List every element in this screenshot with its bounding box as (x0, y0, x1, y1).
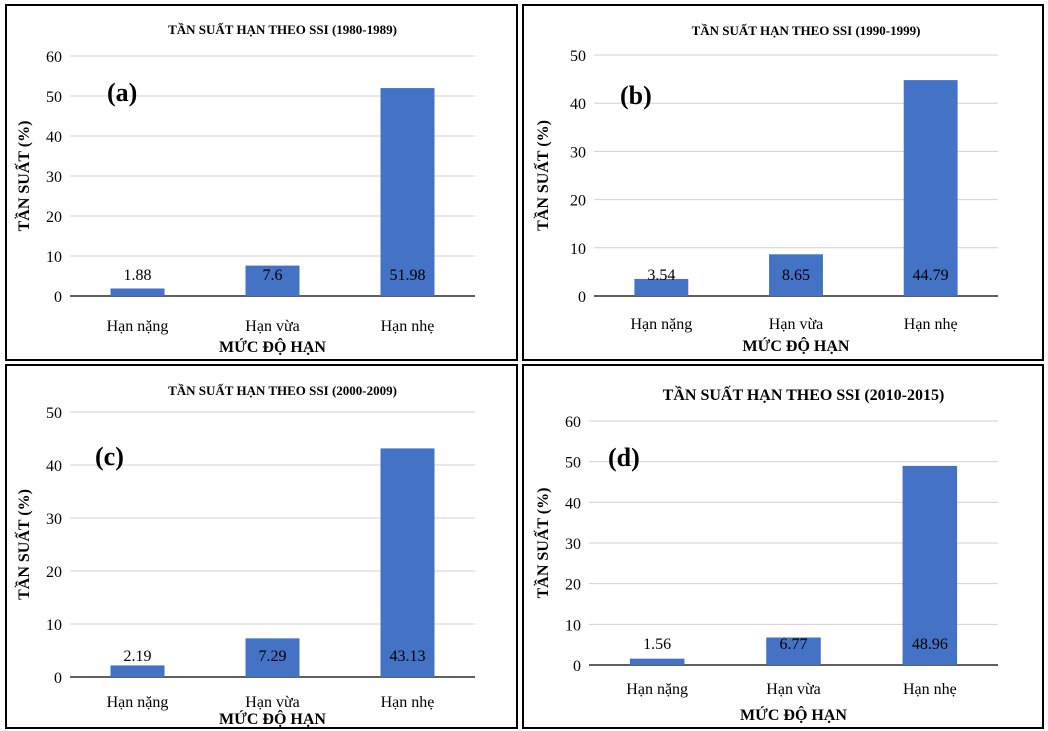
bar-value-label: 1.56 (643, 636, 671, 653)
y-tick-label: 30 (570, 144, 586, 161)
bar-1 (110, 288, 165, 296)
y-tick-label: 30 (46, 169, 62, 186)
category-label: Hạn vừa (245, 318, 299, 335)
bar-2 (766, 637, 821, 665)
bar-value-label: 1.88 (124, 267, 152, 284)
y-axis-title: TẦN SUẤT (%) (533, 488, 552, 599)
chart-c-svg: TẦN SUẤT HẠN THEO SSI (2000-2009) 0 10 20 30… (14, 383, 475, 727)
chart-panel-b: TẦN SUẤT HẠN THEO SSI (1990-1999) 0 10 20 30… (522, 4, 1044, 361)
y-tick-label: 20 (46, 564, 62, 581)
chart-title: TẦN SUẤT HẠN THEO SSI (2000-2009) (168, 383, 397, 398)
bar-value-label: 48.96 (912, 636, 948, 653)
y-tick-label: 50 (570, 48, 586, 65)
bar-1 (634, 278, 689, 296)
y-tick-label: 60 (565, 414, 581, 431)
bar-2 (769, 254, 823, 296)
bar-value-label: 2.19 (124, 648, 152, 665)
category-label: Hạn nặng (630, 316, 692, 333)
chart-b-svg: TẦN SUẤT HẠN THEO SSI (1990-1999) 0 10 20 30… (533, 23, 998, 355)
y-tick-label: 20 (46, 209, 62, 226)
bar-1 (629, 658, 685, 665)
bar-3 (903, 80, 958, 296)
bar-2 (245, 265, 300, 296)
bar-3 (380, 88, 435, 296)
y-tick-label: 20 (570, 193, 586, 210)
y-tick-label: 10 (46, 249, 62, 266)
panel-label: (d) (608, 443, 640, 472)
panel-label: (a) (107, 78, 137, 107)
chart-title: TẦN SUẤT HẠN THEO SSI (1980-1989) (168, 22, 397, 37)
y-tick-label: 0 (54, 670, 62, 687)
bar-3 (380, 448, 435, 677)
y-tick-label: 20 (565, 577, 581, 594)
y-tick-label: 40 (570, 96, 586, 113)
y-axis-title: TẦN SUẤT (%) (14, 121, 33, 232)
y-tick-label: 40 (46, 458, 62, 475)
bar-value-label: 8.65 (782, 267, 810, 284)
category-label: Hạn nhẹ (903, 681, 957, 698)
y-tick-label: 30 (46, 511, 62, 528)
y-axis-title: TẦN SUẤT (%) (533, 120, 552, 231)
x-axis-title: MỨC ĐỘ HẠN (219, 709, 326, 727)
chart-a-svg: TẦN SUẤT HẠN THEO SSI (1980-1989) 0 10 20 30… (14, 22, 475, 356)
bar-value-label: 7.29 (259, 648, 287, 665)
category-label: Hạn nhẹ (381, 694, 435, 711)
y-tick-label: 10 (46, 617, 62, 634)
y-tick-label: 10 (570, 241, 586, 258)
category-label: Hạn nhẹ (904, 316, 958, 333)
chart-panel-d: TẦN SUẤT HẠN THEO SSI (2010-2015) 0 10 20 30… (522, 364, 1044, 729)
y-tick-label: 0 (578, 289, 586, 306)
category-label: Hạn nặng (107, 318, 169, 335)
y-tick-label: 40 (46, 129, 62, 146)
y-tick-label: 50 (46, 405, 62, 422)
bar-1 (110, 665, 165, 677)
x-axis-title: MỨC ĐỘ HẠN (743, 336, 850, 355)
panel-label: (b) (620, 81, 652, 110)
y-axis-title: TẦN SUẤT (%) (14, 489, 33, 600)
bar-value-label: 7.6 (263, 267, 283, 284)
category-label: Hạn nặng (626, 681, 688, 698)
y-tick-label: 0 (54, 289, 62, 306)
x-axis-title: MỨC ĐỘ HẠN (219, 337, 326, 356)
y-tick-label: 60 (46, 49, 62, 66)
chart-panel-a: TẦN SUẤT HẠN THEO SSI (1980-1989) 0 10 20 30… (5, 4, 518, 361)
y-tick-label: 30 (565, 536, 581, 553)
y-tick-label: 50 (565, 455, 581, 472)
x-axis-title: MỨC ĐỘ HẠN (740, 705, 847, 724)
category-label: Hạn vừa (769, 316, 823, 333)
chart-d-svg: TẦN SUẤT HẠN THEO SSI (2010-2015) 0 10 20 30… (533, 385, 998, 724)
bar-2 (245, 638, 300, 677)
bar-value-label: 43.13 (390, 648, 426, 665)
category-label: Hạn vừa (766, 681, 820, 698)
chart-title: TẦN SUẤT HẠN THEO SSI (1990-1999) (692, 23, 921, 38)
panel-label: (c) (95, 442, 124, 471)
y-tick-label: 10 (565, 617, 581, 634)
bar-value-label: 51.98 (390, 267, 426, 284)
bar-value-label: 6.77 (780, 636, 808, 653)
bar-3 (902, 465, 958, 665)
category-label: Hạn nhẹ (381, 318, 435, 335)
chart-title: TẦN SUẤT HẠN THEO SSI (2010-2015) (663, 385, 945, 404)
y-tick-label: 0 (573, 658, 581, 675)
y-tick-label: 50 (46, 89, 62, 106)
bar-value-label: 44.79 (913, 267, 949, 284)
y-tick-label: 40 (565, 495, 581, 512)
category-label: Hạn nặng (107, 694, 169, 711)
category-label: Hạn vừa (245, 694, 299, 711)
chart-panel-c: TẦN SUẤT HẠN THEO SSI (2000-2009) 0 10 20 30… (5, 364, 518, 729)
bar-value-label: 3.54 (647, 267, 675, 284)
